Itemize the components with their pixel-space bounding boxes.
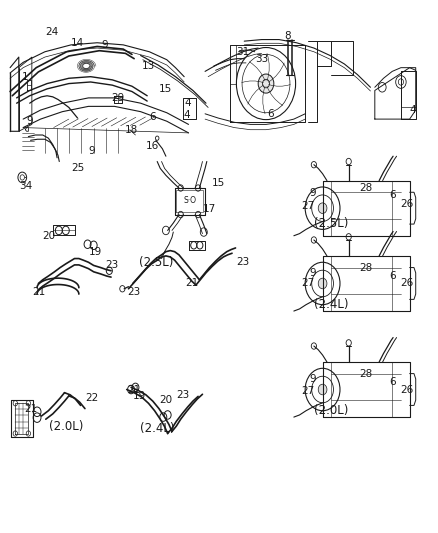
Text: (2.5L): (2.5L) [139,256,173,269]
Text: 26: 26 [400,384,413,394]
Text: 9: 9 [309,268,316,278]
Text: 24: 24 [45,27,58,37]
Text: 6: 6 [389,377,396,387]
Text: 18: 18 [124,125,138,135]
Text: 26: 26 [400,199,413,209]
Text: 9: 9 [309,188,316,198]
Text: 27: 27 [302,200,315,211]
Text: 4: 4 [410,105,416,115]
Text: 23: 23 [106,261,119,270]
Text: (2.5L): (2.5L) [314,216,349,230]
Text: 29: 29 [111,93,125,103]
Text: 14: 14 [71,38,84,48]
Text: 15: 15 [159,84,173,94]
Text: (2.0L): (2.0L) [314,404,349,417]
Text: 16: 16 [146,141,159,151]
Text: 21: 21 [32,287,45,297]
Text: 23: 23 [237,257,250,267]
Text: (2.0L): (2.0L) [49,420,83,433]
Text: 4: 4 [183,110,190,120]
Text: 20: 20 [42,231,55,241]
Text: 15: 15 [212,177,225,188]
Text: 6: 6 [267,109,274,119]
Text: 31: 31 [237,47,250,56]
Text: 34: 34 [19,181,32,191]
Text: 28: 28 [360,369,373,378]
Text: 27: 27 [302,278,315,288]
Text: 27: 27 [302,386,315,396]
Text: 33: 33 [255,54,268,63]
Circle shape [318,203,327,214]
Text: 19: 19 [88,247,102,257]
Circle shape [318,384,327,395]
Text: 26: 26 [400,278,413,288]
Circle shape [318,278,327,289]
Text: 21: 21 [25,403,38,414]
Text: 9: 9 [26,116,33,126]
Text: (2.4L): (2.4L) [140,422,174,435]
Text: 19: 19 [133,391,146,401]
Text: 22: 22 [85,393,99,403]
Text: 1: 1 [22,71,28,82]
Text: 8: 8 [284,31,291,41]
Text: 23: 23 [127,287,141,297]
Circle shape [258,74,274,93]
Text: S·O: S·O [184,196,196,205]
Text: 25: 25 [71,164,84,173]
Text: 28: 28 [360,263,373,272]
Text: 28: 28 [360,183,373,193]
Text: 6: 6 [389,271,396,281]
Text: (2.4L): (2.4L) [314,298,349,311]
Text: 21: 21 [185,278,199,288]
Text: 6: 6 [149,112,156,122]
Text: 9: 9 [88,146,95,156]
Text: 9: 9 [309,374,316,384]
Text: 13: 13 [142,61,155,71]
Text: 20: 20 [159,395,173,405]
Text: 6: 6 [389,190,396,200]
Text: 23: 23 [177,390,190,400]
Text: 17: 17 [203,204,216,214]
Text: 9: 9 [102,40,108,50]
Text: 21: 21 [127,384,141,394]
Text: 4: 4 [184,98,191,108]
